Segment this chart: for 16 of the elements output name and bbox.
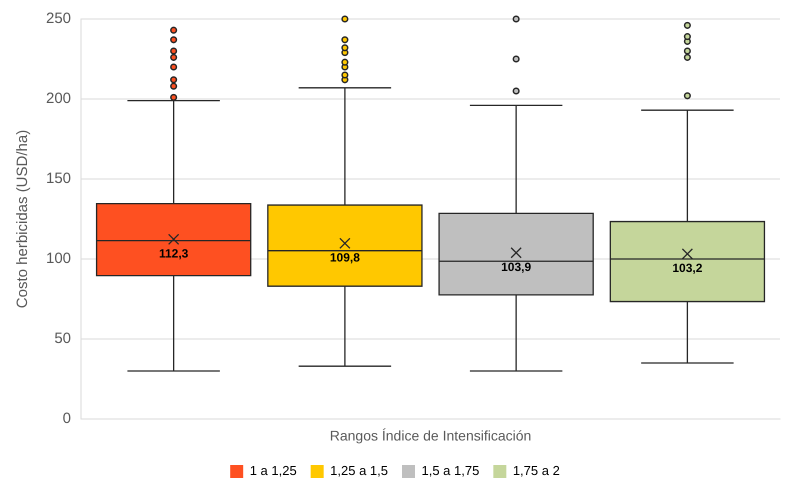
annotation: 103,2: [672, 261, 703, 276]
y-tick-label: 0: [62, 410, 72, 428]
annotation: 112,3: [158, 246, 189, 261]
annotation: 109,8: [330, 250, 360, 265]
y-tick-label: 100: [46, 250, 72, 268]
y-tick-label: 250: [46, 10, 72, 28]
y-axis-title: Costo herbicidas (USD/ha): [14, 130, 32, 308]
legend-label: 1,5 a 1,75: [422, 463, 480, 478]
legend-label: 1,75 a 2: [512, 463, 560, 478]
legend-label: 1,25 a 1,5: [330, 463, 388, 478]
x-axis-title: Rangos Índice de Intensificación: [330, 427, 532, 444]
y-tick-label: 150: [46, 170, 72, 188]
y-tick-label: 50: [54, 330, 72, 348]
annotation: 103,9: [501, 260, 532, 274]
legend-label: 1 a 1,25: [250, 463, 297, 478]
y-tick-label: 200: [46, 90, 72, 108]
